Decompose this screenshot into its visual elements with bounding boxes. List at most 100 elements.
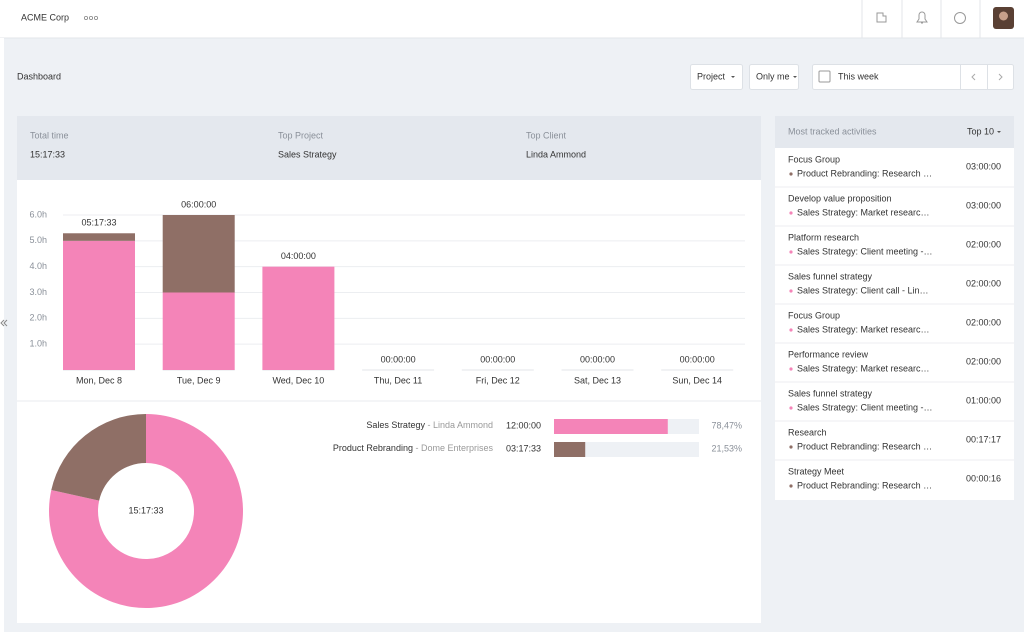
bar-total-label: 00:00:00 <box>381 354 416 364</box>
summary-label: Top Client <box>526 130 567 140</box>
progress-bar <box>554 442 586 457</box>
date-picker[interactable] <box>812 64 1014 90</box>
expand-sidebar[interactable] <box>0 319 8 327</box>
project-dot <box>789 250 793 254</box>
extensions-icon[interactable] <box>876 12 887 23</box>
caret <box>997 131 1001 133</box>
bar-total-label: 06:00:00 <box>181 199 216 209</box>
activity-detail: Sales Strategy: Client meeting -… <box>797 402 933 412</box>
x-tick-label: Sat, Dec 13 <box>574 375 621 385</box>
bar-segment <box>162 292 235 370</box>
activity-duration: 03:00:00 <box>966 200 1001 210</box>
activity-duration: 02:00:00 <box>966 317 1001 327</box>
page-title: Dashboard <box>17 71 61 81</box>
more-menu[interactable] <box>84 15 99 20</box>
percent-label: 21,53% <box>711 443 742 453</box>
bar-segment <box>262 266 335 370</box>
project-dot <box>789 406 793 410</box>
user-filter[interactable] <box>749 64 799 90</box>
user-filter-label: Only me <box>756 71 790 81</box>
project-dot <box>789 445 793 449</box>
activity-duration: 00:17:17 <box>966 434 1001 444</box>
donut-slice <box>49 414 243 608</box>
activity-duration: 02:00:00 <box>966 356 1001 366</box>
summary-value: Linda Ammond <box>526 149 586 159</box>
notifications-icon[interactable] <box>916 11 928 24</box>
project-dot <box>789 328 793 332</box>
summary-panel <box>17 116 761 180</box>
bar-total-label: 00:00:00 <box>580 354 615 364</box>
activity-detail: Sales Strategy: Market researc… <box>797 363 930 373</box>
bar-total-label: 00:00:00 <box>680 354 715 364</box>
y-tick-label: 2.0h <box>29 313 47 323</box>
activity-name: Focus Group <box>788 154 840 164</box>
donut-center-label: 15:17:33 <box>128 505 163 515</box>
activity-name: Sales funnel strategy <box>788 271 873 281</box>
activity-name: Platform research <box>788 232 859 242</box>
activities-title: Most tracked activities <box>788 126 877 136</box>
activity-detail: Sales Strategy: Market researc… <box>797 324 930 334</box>
topbar <box>0 0 1024 38</box>
activity-name: Strategy Meet <box>788 466 845 476</box>
company-name[interactable]: ACME Corp <box>21 12 69 22</box>
previous-week[interactable] <box>971 73 976 81</box>
activity-name: Develop value proposition <box>788 193 892 203</box>
caret <box>731 76 735 78</box>
date-range: This week <box>838 71 879 81</box>
bar-total-label: 05:17:33 <box>81 218 116 228</box>
x-tick-label: Mon, Dec 8 <box>76 375 122 385</box>
help-icon[interactable] <box>954 12 966 24</box>
project-row-label: Sales Strategy - Linda Ammond <box>366 420 493 430</box>
summary-value: 15:17:33 <box>30 149 65 159</box>
activity-name: Performance review <box>788 349 869 359</box>
activity-name: Sales funnel strategy <box>788 388 873 398</box>
bar-total-label: 00:00:00 <box>480 354 515 364</box>
progress-bar <box>554 419 668 434</box>
client-name: Linda Ammond <box>433 420 493 430</box>
activity-detail: Sales Strategy: Market researc… <box>797 207 930 217</box>
activity-detail: Sales Strategy: Client call - Lin… <box>797 285 929 295</box>
project-duration: 12:00:00 <box>506 420 541 430</box>
next-week[interactable] <box>998 73 1003 81</box>
y-tick-label: 6.0h <box>29 209 47 219</box>
bar-segment <box>63 240 135 370</box>
caret <box>793 76 797 78</box>
activity-name: Research <box>788 427 827 437</box>
activity-duration: 03:00:00 <box>966 161 1001 171</box>
project-dot <box>789 289 793 293</box>
progress-track <box>554 442 699 457</box>
project-dot <box>789 211 793 215</box>
bar-segment <box>162 215 235 293</box>
y-tick-label: 3.0h <box>29 287 47 297</box>
activities-header <box>775 116 1014 148</box>
activity-duration: 02:00:00 <box>966 278 1001 288</box>
x-tick-label: Wed, Dec 10 <box>272 375 324 385</box>
summary-label: Total time <box>30 130 69 140</box>
summary-label: Top Project <box>278 130 324 140</box>
x-tick-label: Tue, Dec 9 <box>177 375 221 385</box>
activity-detail: Sales Strategy: Client meeting -… <box>797 246 933 256</box>
activity-duration: 02:00:00 <box>966 239 1001 249</box>
activity-detail: Product Rebranding: Research … <box>797 441 932 451</box>
activity-duration: 00:00:16 <box>966 473 1001 483</box>
y-tick-label: 5.0h <box>29 235 47 245</box>
project-filter[interactable] <box>690 64 743 90</box>
topbar-separators <box>861 0 981 38</box>
client-name: Dome Enterprises <box>421 443 494 453</box>
project-filter-label: Project <box>697 71 726 81</box>
activities-sort[interactable]: Top 10 <box>967 126 994 136</box>
activity-detail: Product Rebranding: Research … <box>797 480 932 490</box>
y-tick-label: 1.0h <box>29 339 47 349</box>
percent-label: 78,47% <box>711 420 742 430</box>
donut-slice <box>51 413 146 501</box>
project-name: Sales Strategy <box>366 420 425 430</box>
activity-duration: 01:00:00 <box>966 395 1001 405</box>
x-tick-label: Sun, Dec 14 <box>672 375 722 385</box>
calendar-icon <box>818 70 831 83</box>
x-tick-label: Thu, Dec 11 <box>374 375 422 385</box>
avatar-face <box>999 11 1008 21</box>
x-tick-label: Fri, Dec 12 <box>476 375 520 385</box>
activity-detail: Product Rebranding: Research … <box>797 168 932 178</box>
project-duration: 03:17:33 <box>506 443 541 453</box>
